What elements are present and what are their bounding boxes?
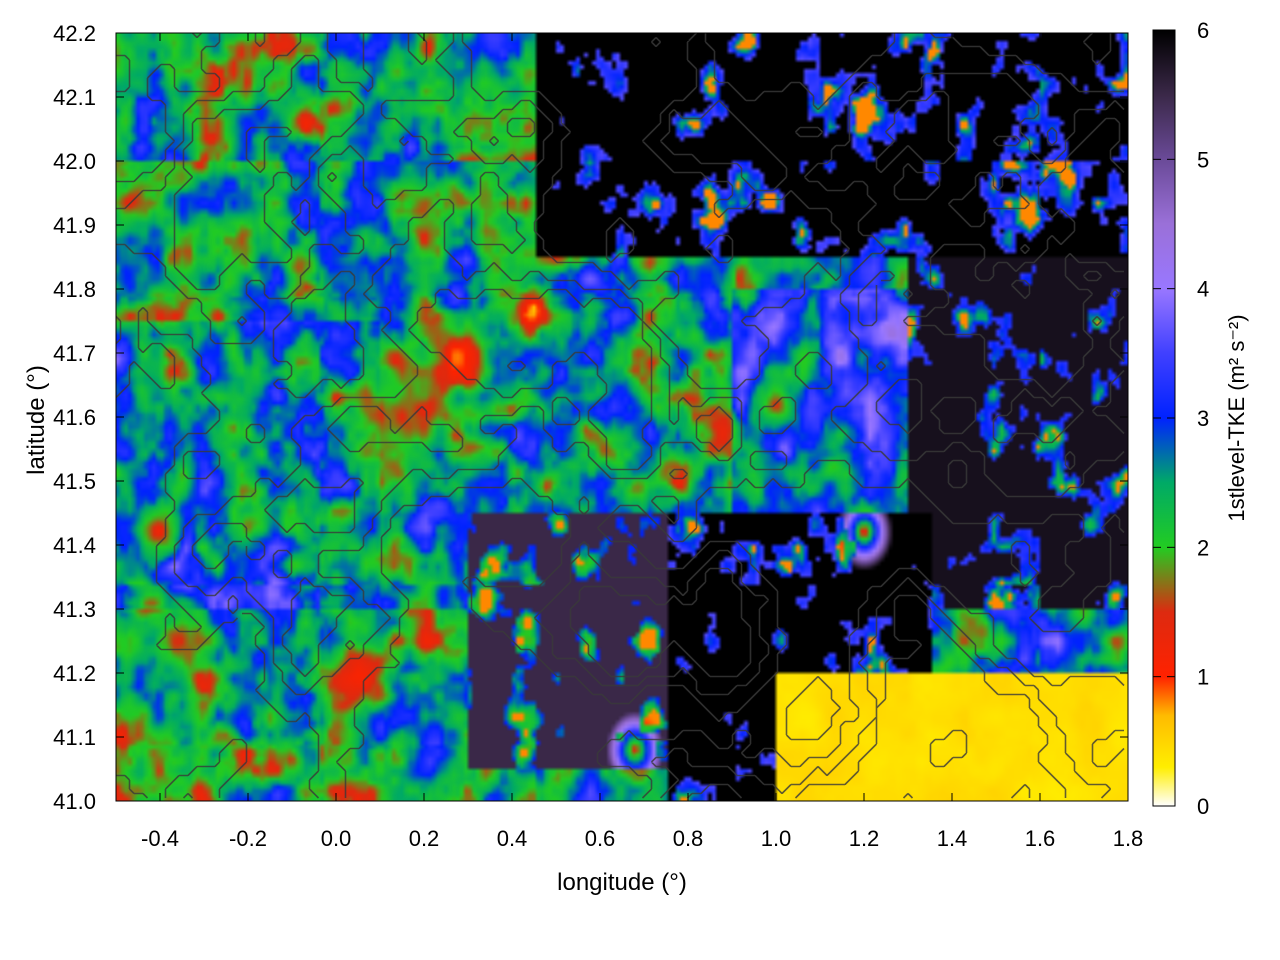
x-tick-label: 0.4 bbox=[497, 826, 528, 851]
y-tick-label: 42.2 bbox=[53, 21, 96, 46]
colorbar-ticks: 0 1 2 3 4 5 6 bbox=[1153, 18, 1209, 819]
colorbar-label: 1stlevel-TKE (m² s⁻²) bbox=[1224, 314, 1249, 521]
y-tick-label: 41.0 bbox=[53, 789, 96, 814]
colorbar-tick-label: 0 bbox=[1197, 794, 1209, 819]
colorbar-tick-label: 4 bbox=[1197, 277, 1209, 302]
y-tick-label: 41.6 bbox=[53, 405, 96, 430]
x-tick-label: 1.2 bbox=[849, 826, 880, 851]
heatmap-image bbox=[116, 33, 1128, 801]
x-tick-label: 0.2 bbox=[409, 826, 440, 851]
y-tick-label: 41.1 bbox=[53, 725, 96, 750]
x-tick-label: 0.8 bbox=[673, 826, 704, 851]
x-tick-label: 0.6 bbox=[585, 826, 616, 851]
colorbar-tick-label: 5 bbox=[1197, 147, 1209, 172]
x-axis-label: longitude (°) bbox=[557, 869, 687, 896]
y-tick-label: 41.8 bbox=[53, 277, 96, 302]
y-tick-label: 41.3 bbox=[53, 597, 96, 622]
y-axis-ticks: 41.0 41.1 41.2 41.3 41.4 41.5 41.6 41.7 41.8 41.9… bbox=[53, 21, 1128, 814]
x-tick-label: 1.6 bbox=[1025, 826, 1056, 851]
colorbar: 0 1 2 3 4 5 6 1stlevel-TKE (m² s⁻²) bbox=[1152, 18, 1249, 819]
x-tick-label: 1.4 bbox=[937, 826, 968, 851]
x-tick-label: 1.8 bbox=[1113, 826, 1144, 851]
x-tick-label: 1.0 bbox=[761, 826, 792, 851]
y-axis-label: latitude (°) bbox=[23, 365, 50, 475]
plot-area bbox=[116, 33, 1128, 801]
y-tick-label: 41.5 bbox=[53, 469, 96, 494]
contour-lines bbox=[116, 33, 1125, 799]
x-tick-label: -0.4 bbox=[141, 826, 179, 851]
y-tick-label: 42.1 bbox=[53, 85, 96, 110]
colorbar-tick-label: 6 bbox=[1197, 18, 1209, 43]
colorbar-tick-label: 2 bbox=[1197, 535, 1209, 560]
colorbar-tick-label: 3 bbox=[1197, 406, 1209, 431]
colorbar-tick-label: 1 bbox=[1197, 665, 1209, 690]
terrain-contours bbox=[116, 33, 1125, 799]
y-tick-label: 41.2 bbox=[53, 661, 96, 686]
x-tick-label: -0.2 bbox=[229, 826, 267, 851]
x-axis-ticks: -0.4 -0.2 0.0 0.2 0.4 0.6 0.8 1.0 1.2 1.4 1.6 1.8 bbox=[141, 33, 1143, 851]
y-tick-label: 42.0 bbox=[53, 149, 96, 174]
x-tick-label: 0.0 bbox=[321, 826, 352, 851]
y-tick-label: 41.4 bbox=[53, 533, 96, 558]
y-tick-label: 41.7 bbox=[53, 341, 96, 366]
y-tick-label: 41.9 bbox=[53, 213, 96, 238]
